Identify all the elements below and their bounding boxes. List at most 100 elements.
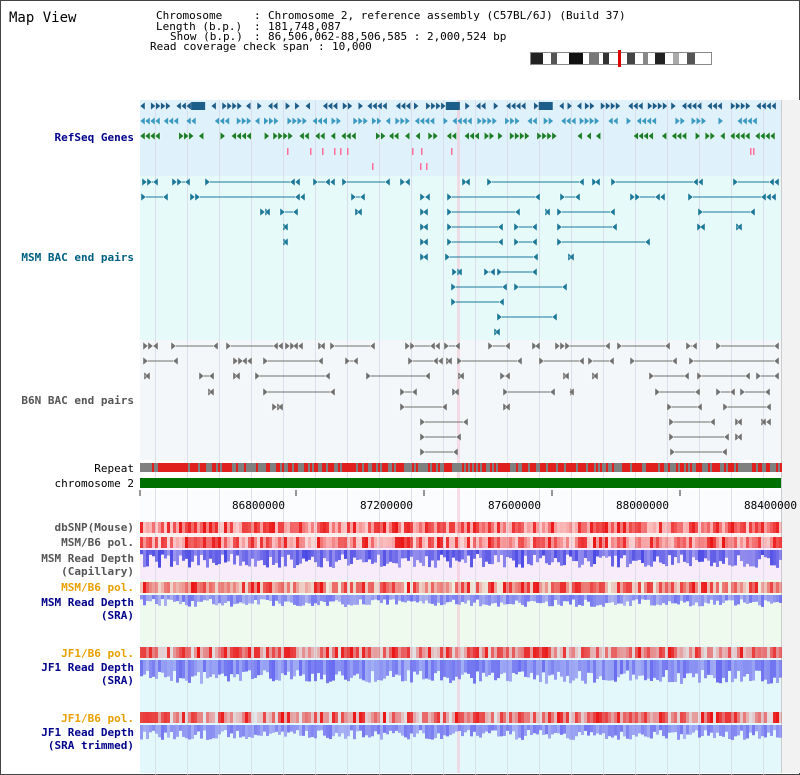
heat-cell	[188, 537, 191, 548]
heat-cell	[206, 537, 209, 548]
depth-bar	[698, 660, 701, 683]
depth-bar	[686, 550, 689, 564]
feature-arrow	[277, 131, 284, 141]
feature-arrow	[344, 356, 351, 366]
depth-bar	[725, 660, 728, 683]
heat-cell	[227, 582, 230, 593]
jf1-b6-pol-label-2[interactable]: JF1/B6 pol.	[61, 712, 134, 725]
depth-bar	[437, 725, 440, 734]
dbsnp-label[interactable]: dbSNP(Mouse)	[54, 521, 134, 534]
heat-cell	[569, 647, 572, 658]
depth-bar	[431, 595, 434, 604]
depth-bar	[155, 595, 158, 605]
repeat-segment	[528, 463, 530, 472]
feature-arrow	[162, 192, 169, 202]
heat-cell	[404, 522, 407, 533]
feature-arrow	[715, 341, 722, 351]
heat-cell	[143, 522, 146, 533]
heat-cell	[152, 647, 155, 658]
feature-arrow	[256, 101, 263, 111]
heat-cell	[416, 582, 419, 593]
chromosome-ideogram[interactable]	[530, 50, 712, 67]
repeat-segment	[262, 463, 264, 472]
heat-cell	[239, 712, 242, 723]
feature-arrow	[443, 341, 450, 351]
depth-bar	[341, 725, 344, 734]
depth-bar	[434, 595, 437, 606]
depth-bar	[482, 595, 485, 605]
feature-arrow	[144, 131, 151, 141]
repeat-segment	[732, 463, 734, 472]
grid-line	[283, 100, 284, 775]
heat-cell	[563, 647, 566, 658]
depth-bar	[185, 725, 188, 739]
depth-bar	[170, 595, 173, 600]
feature-arrow	[329, 177, 336, 187]
heat-cell	[638, 522, 641, 533]
feature-arrow	[770, 101, 777, 111]
msm-cap-depth-label[interactable]: MSM Read Depth	[41, 552, 134, 565]
depth-bar	[404, 725, 407, 738]
heat-cell	[398, 537, 401, 548]
depth-bar	[410, 595, 413, 602]
depth-bar	[149, 660, 152, 679]
heat-cell	[596, 712, 599, 723]
depth-bar	[755, 595, 758, 602]
refseq-genes-label[interactable]: RefSeq Genes	[54, 131, 134, 144]
depth-bar	[527, 550, 530, 565]
msm-b6-pol-label-2[interactable]: MSM/B6 pol.	[61, 581, 134, 594]
heat-cell	[635, 537, 638, 548]
repeat-segment	[278, 463, 280, 472]
heat-cell	[359, 537, 362, 548]
heat-cell	[578, 647, 581, 658]
feature-arrow	[155, 101, 161, 111]
jf1-sra-depth-label[interactable]: JF1 Read Depth	[41, 661, 134, 674]
heat-cell	[581, 647, 584, 658]
feature-arrow	[419, 432, 426, 442]
feature-arrow	[332, 101, 338, 111]
depth-bar	[485, 550, 488, 562]
repeat-segment	[626, 463, 628, 472]
depth-bar	[182, 550, 185, 561]
depth-bar	[500, 660, 503, 675]
repeat-segment	[276, 463, 278, 472]
depth-bar	[416, 550, 419, 561]
msm-sra-depth-label[interactable]: MSM Read Depth	[41, 596, 134, 609]
depth-bar	[503, 550, 506, 568]
heat-cell	[746, 582, 749, 593]
heat-cell	[401, 582, 404, 593]
depth-bar	[143, 595, 146, 606]
feature-arrow	[536, 131, 543, 141]
heat-cell	[641, 537, 644, 548]
depth-bar	[518, 550, 521, 565]
heat-cell	[719, 537, 722, 548]
jf1-trim-depth-label[interactable]: JF1 Read Depth	[41, 726, 134, 739]
msm-b6-pol-label-1[interactable]: MSM/B6 pol.	[61, 536, 134, 549]
heat-cell	[188, 712, 191, 723]
b6n-bac-label[interactable]: B6N BAC end pairs	[21, 394, 134, 407]
depth-bar	[353, 595, 356, 605]
repeat-segment	[226, 463, 228, 472]
heat-cell	[470, 712, 473, 723]
heat-cell	[611, 537, 614, 548]
heat-cell	[545, 537, 548, 548]
depth-bar	[587, 595, 590, 602]
feature-arrow	[352, 356, 359, 366]
depth-bar	[440, 660, 443, 681]
heat-cell	[245, 647, 248, 658]
msm-bac-label[interactable]: MSM BAC end pairs	[21, 251, 134, 264]
heat-cell	[149, 522, 152, 533]
heat-cell	[251, 522, 254, 533]
heat-cell	[716, 647, 719, 658]
depth-bar	[197, 660, 200, 673]
heat-cell	[242, 582, 245, 593]
heat-cell	[677, 712, 680, 723]
heat-cell	[164, 647, 167, 658]
jf1-b6-pol-label-1[interactable]: JF1/B6 pol.	[61, 647, 134, 660]
heat-cell	[599, 522, 602, 533]
feature-arrow	[504, 116, 511, 126]
heat-cell	[230, 522, 233, 533]
depth-bar	[197, 550, 200, 566]
feature-arrow	[648, 371, 655, 381]
